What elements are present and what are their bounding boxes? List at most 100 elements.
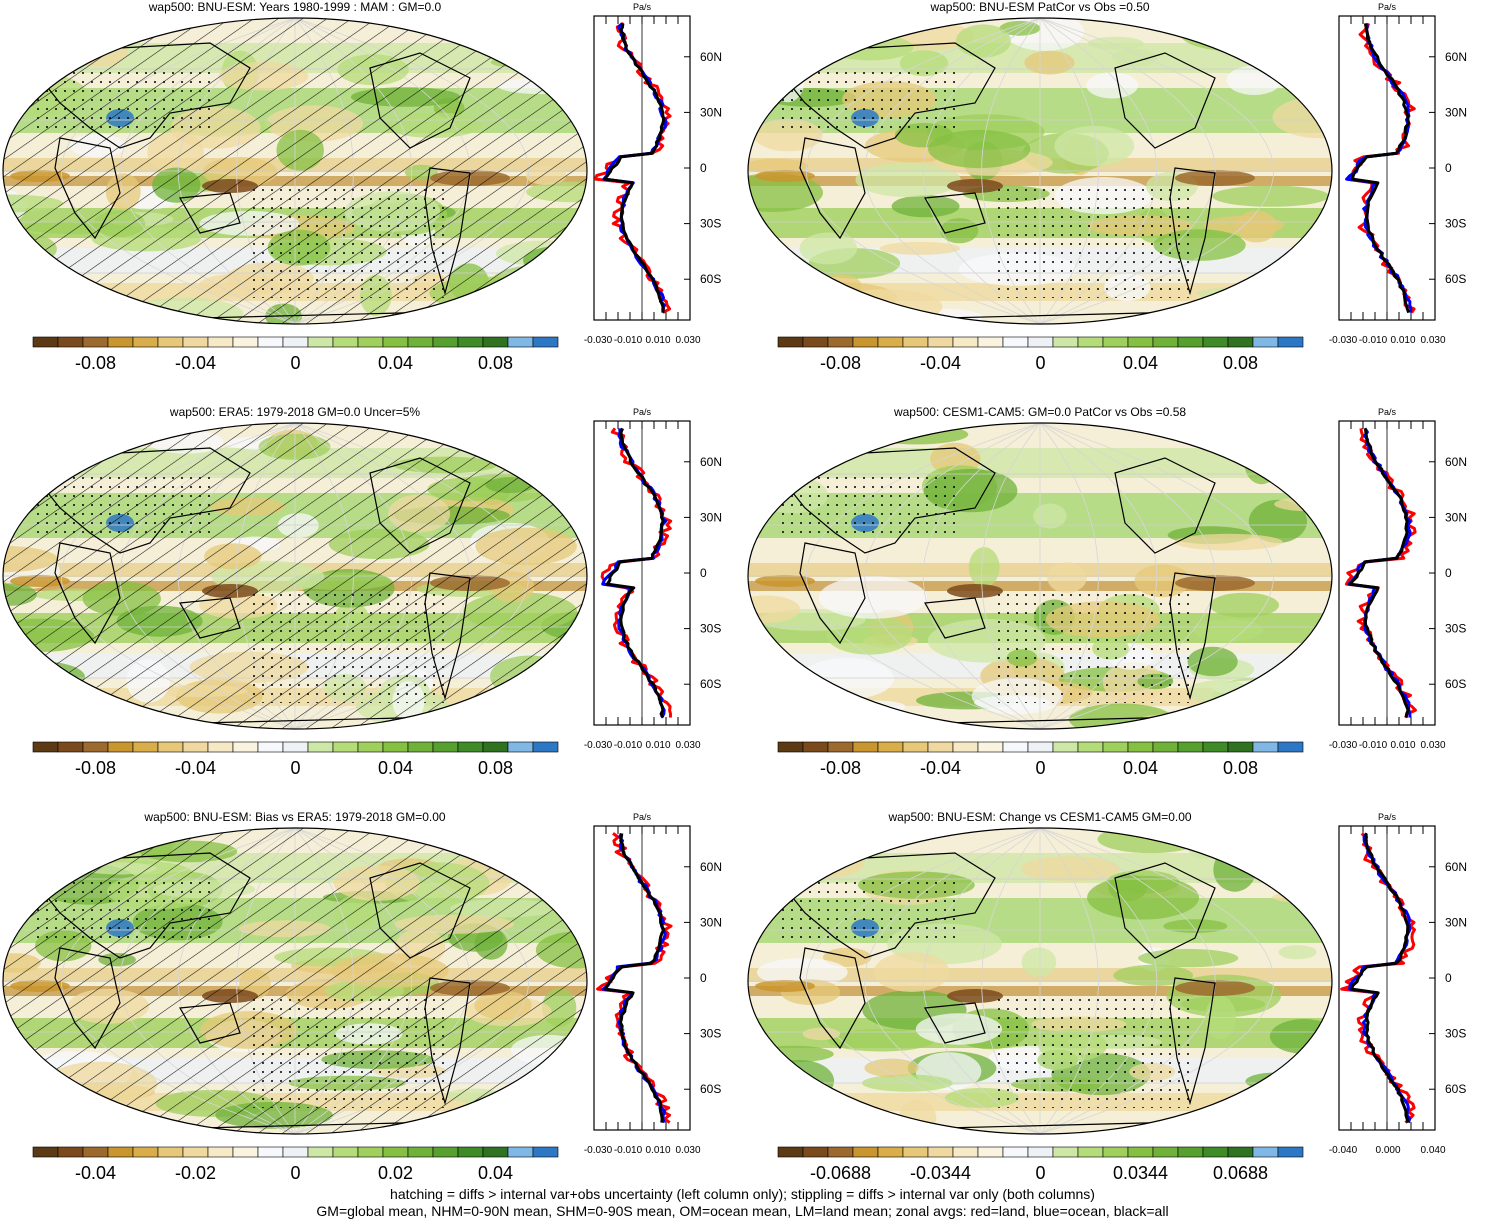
zonal-ytick-label: 30N — [1445, 915, 1467, 929]
colorbar-swatch — [533, 742, 558, 752]
colorbar: -0.08 -0.04 0 0.04 0.08 — [33, 337, 563, 373]
world-map — [0, 8, 590, 348]
colorbar-swatch — [828, 1147, 853, 1157]
zonal-ytick-label: 30S — [700, 217, 721, 231]
colorbar-swatch — [83, 742, 108, 752]
field-blob — [819, 576, 928, 619]
colorbar-swatch — [183, 1147, 208, 1157]
field-blob — [450, 298, 566, 334]
zonal-ytick-label: 0 — [1445, 161, 1452, 175]
zonal-xtick-label: 0.030 — [675, 335, 700, 346]
zonal-unit: Pa/s — [1378, 407, 1397, 417]
zonal-xtick-label: 0.030 — [675, 740, 700, 751]
field-blob — [0, 286, 28, 305]
field-blob — [3, 60, 40, 75]
field-blob — [0, 429, 68, 460]
hatching — [0, 818, 590, 1158]
zonal-curve-land — [1342, 833, 1415, 1122]
colorbar-swatch — [158, 1147, 183, 1157]
zonal-ytick-label: 60S — [1445, 272, 1466, 286]
field-blob — [1047, 562, 1087, 593]
field-blob — [1194, 1110, 1232, 1134]
colorbar-swatch — [1003, 337, 1028, 347]
colorbar-swatch — [1278, 742, 1303, 752]
colorbar-swatch — [1228, 742, 1253, 752]
field-blob — [800, 233, 858, 265]
panel-era5-climatology: wap500: ERA5: 1979-2018 GM=0.0 Uncer=5% -… — [0, 405, 740, 800]
stippling — [995, 593, 1195, 703]
zonal-xtick-label: -0.010 — [614, 740, 643, 751]
colorbar-tick-label: 0.08 — [1223, 353, 1258, 373]
field-blob — [1022, 948, 1057, 977]
colorbar-swatch — [358, 337, 383, 347]
colorbar-swatch — [233, 337, 258, 347]
colorbar-tick-label: 0 — [290, 1163, 300, 1183]
colorbar-swatch — [878, 742, 903, 752]
colorbar-swatch — [1153, 742, 1178, 752]
field-blob — [1187, 680, 1253, 704]
zonal-curve-all — [607, 428, 663, 717]
colorbar-tick-label: -0.04 — [75, 1163, 116, 1183]
colorbar-tick-label: -0.08 — [820, 758, 861, 778]
colorbar-swatch — [408, 337, 433, 347]
zonal-mean-plot: Pa/s60N30N030S60S-0.040 0.000 0.040 — [1335, 810, 1480, 1155]
colorbar-swatch — [483, 742, 508, 752]
zonal-mean-plot: Pa/s60N30N030S60S-0.030 -0.010 0.010 0.030 — [590, 810, 735, 1155]
colorbar-swatch — [308, 742, 333, 752]
colorbar-swatch — [878, 337, 903, 347]
zonal-ytick-label: 30N — [700, 915, 722, 929]
colorbar-swatch — [258, 742, 283, 752]
field-blob — [956, 24, 1011, 57]
zonal-ytick-label: 60S — [700, 1082, 721, 1096]
colorbar-swatch — [458, 1147, 483, 1157]
colorbar-swatch — [978, 337, 1003, 347]
colorbar-tick-label: 0.04 — [478, 1163, 513, 1183]
colorbar-tick-label: -0.08 — [75, 353, 116, 373]
colorbar-swatch — [1103, 742, 1128, 752]
field-blob — [1138, 949, 1238, 967]
field-blob — [829, 289, 942, 324]
colorbar-swatch — [183, 742, 208, 752]
colorbar-swatch — [283, 1147, 308, 1157]
colorbar-tick-label: 0.0344 — [1113, 1163, 1168, 1183]
field-blob — [1243, 442, 1303, 475]
field-blob — [817, 274, 861, 297]
colorbar-tick-label: -0.04 — [175, 758, 216, 778]
colorbar-swatch — [108, 1147, 133, 1157]
colorbar-swatch — [953, 337, 978, 347]
stippling — [995, 998, 1195, 1108]
zonal-xtick-label: 0.040 — [1420, 1145, 1445, 1156]
colorbar-swatch — [778, 1147, 803, 1157]
field-blob — [1197, 287, 1310, 301]
stippling — [775, 68, 955, 128]
field-blob — [1193, 619, 1263, 641]
colorbar-swatch — [433, 337, 458, 347]
colorbar-swatch — [83, 337, 108, 347]
field-blob — [1180, 17, 1292, 52]
colorbar-swatch — [853, 742, 878, 752]
field-blob — [1137, 713, 1243, 726]
colorbar-swatch — [508, 742, 533, 752]
colorbar-swatch — [1178, 742, 1203, 752]
colorbar-swatch — [828, 337, 853, 347]
zonal-mean-plot: Pa/s60N30N030S60S-0.030 -0.010 0.010 0.030 — [590, 0, 735, 345]
colorbar-swatch — [458, 337, 483, 347]
colorbar-swatch — [33, 1147, 58, 1157]
zonal-ytick-label: 60S — [1445, 1082, 1466, 1096]
hatching — [0, 8, 590, 348]
colorbar-swatch — [258, 337, 283, 347]
colorbar-tick-label: 0 — [290, 758, 300, 778]
colorbar-swatch — [208, 742, 233, 752]
zonal-curve-all — [605, 833, 663, 1122]
zonal-xtick-label: 0.010 — [1390, 335, 1415, 346]
zonal-ytick-label: 60N — [1445, 50, 1467, 64]
map-field — [733, 413, 1359, 753]
colorbar-tick-label: -0.04 — [920, 758, 961, 778]
field-blob — [1113, 965, 1193, 986]
colorbar-swatch — [903, 337, 928, 347]
colorbar-swatch — [1278, 337, 1303, 347]
field-blob — [1232, 421, 1333, 458]
zonal-xtick-label: -0.010 — [614, 335, 643, 346]
colorbar-swatch — [1053, 337, 1078, 347]
field-extreme — [947, 989, 1003, 1003]
